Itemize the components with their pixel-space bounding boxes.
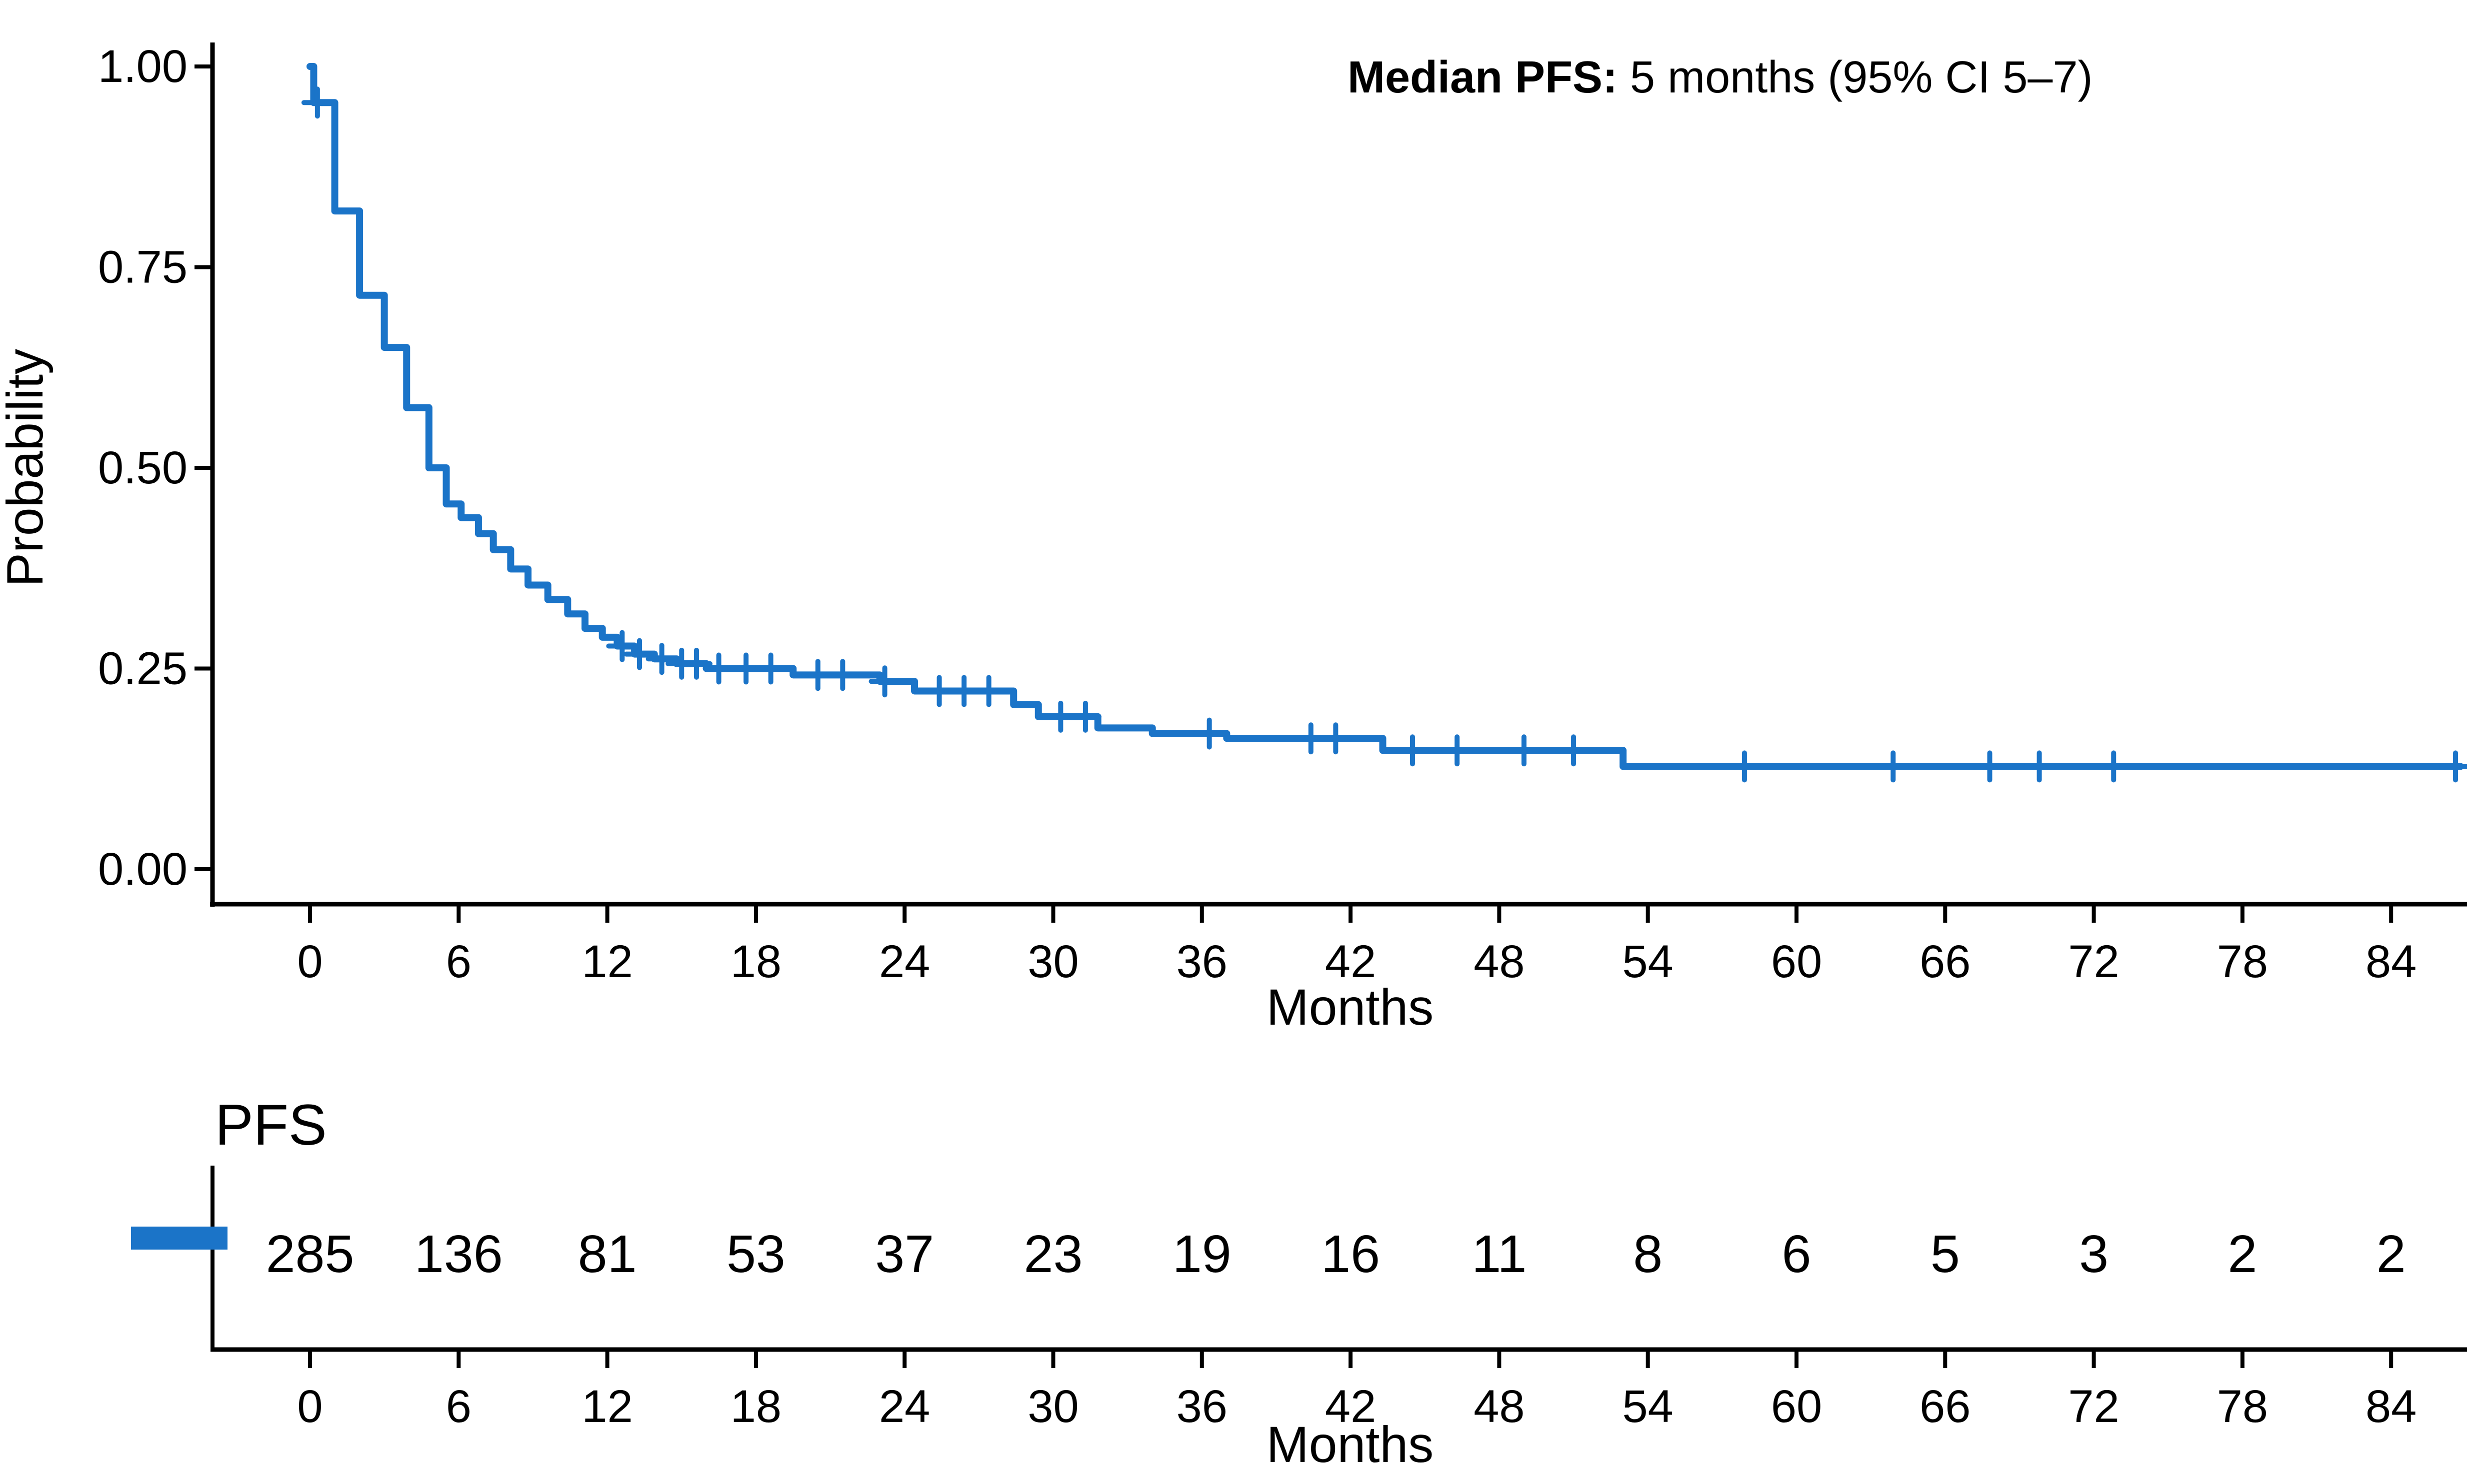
- x-axis-title-risk: Months: [1266, 1416, 1434, 1473]
- risk-count: 6: [1782, 1225, 1812, 1284]
- risk-table-counts: 285 136 81 53 37 23 19 16 11 8 6 5 3 2 2: [266, 1225, 2406, 1284]
- risk-count: 16: [1321, 1225, 1380, 1284]
- x-tick-label: 6: [446, 936, 472, 987]
- x-tick-label: 48: [1474, 936, 1524, 987]
- risk-count: 3: [2079, 1225, 2108, 1284]
- x-tick-label: 30: [1028, 936, 1078, 987]
- risk-x-tick-label: 6: [446, 1381, 472, 1432]
- median-annotation: Median PFS: 5 months (95% CI 5–7): [1348, 52, 2093, 102]
- y-axis-title: Probability: [0, 349, 54, 587]
- risk-count: 53: [726, 1225, 786, 1284]
- risk-count: 11: [1472, 1225, 1526, 1284]
- main-axes: 0.00 0.25 0.50 0.75 1.00 0 6 12 18 24 30 36 42 48 54 60…: [98, 41, 2467, 987]
- risk-count: 23: [1024, 1225, 1083, 1284]
- x-axis-title-main: Months: [1266, 979, 1434, 1036]
- y-tick-label: 1.00: [98, 41, 188, 92]
- risk-x-tick-label: 12: [582, 1381, 632, 1432]
- risk-x-tick-label: 72: [2068, 1381, 2119, 1432]
- risk-x-tick-label: 84: [2366, 1381, 2416, 1432]
- x-tick-label: 54: [1622, 936, 1674, 987]
- risk-x-tick-label: 30: [1028, 1381, 1078, 1432]
- risk-count: 37: [875, 1225, 934, 1284]
- x-tick-label: 12: [582, 936, 632, 987]
- risk-x-tick-label: 60: [1771, 1381, 1822, 1432]
- risk-x-tick-label: 0: [297, 1381, 322, 1432]
- risk-x-tick-label: 18: [730, 1381, 782, 1432]
- y-tick-label: 0.75: [98, 242, 188, 293]
- risk-count: 285: [266, 1225, 354, 1284]
- x-tick-label: 18: [730, 936, 782, 987]
- risk-x-tick-label: 66: [1920, 1381, 1970, 1432]
- risk-count: 2: [2228, 1225, 2257, 1284]
- risk-x-tick-label: 36: [1176, 1381, 1228, 1432]
- risk-count: 8: [1633, 1225, 1662, 1284]
- risk-table-axes: 0 6 12 18 24 30 36 42 48 54 60 66 72 78 84: [210, 1166, 2467, 1432]
- x-tick-label: 0: [297, 936, 322, 987]
- risk-x-tick-label: 48: [1474, 1381, 1524, 1432]
- x-tick-label: 78: [2217, 936, 2268, 987]
- risk-x-tick-label: 54: [1622, 1381, 1674, 1432]
- pfs-legend-swatch: [131, 1227, 228, 1250]
- y-tick-label: 0.50: [98, 442, 188, 493]
- risk-x-tick-label: 78: [2217, 1381, 2268, 1432]
- x-tick-label: 84: [2366, 936, 2416, 987]
- median-annotation-value: 5 months (95% CI 5–7): [1618, 52, 2092, 102]
- km-curve-layer: [301, 63, 2467, 783]
- km-curve-path: [306, 63, 2464, 770]
- x-tick-label: 24: [879, 936, 930, 987]
- risk-table-title: PFS: [215, 1093, 327, 1157]
- x-tick-label: 72: [2068, 936, 2119, 987]
- x-tick-label: 36: [1176, 936, 1228, 987]
- median-annotation-label: Median PFS:: [1348, 52, 1618, 102]
- x-tick-label: 66: [1920, 936, 1970, 987]
- risk-x-tick-label: 42: [1325, 1381, 1376, 1432]
- risk-count: 81: [578, 1225, 637, 1284]
- risk-count: 19: [1172, 1225, 1232, 1284]
- risk-count: 2: [2376, 1225, 2406, 1284]
- x-tick-label: 60: [1771, 936, 1822, 987]
- y-tick-label: 0.00: [98, 844, 188, 895]
- risk-x-tick-label: 24: [879, 1381, 930, 1432]
- risk-count: 136: [414, 1225, 503, 1284]
- y-tick-label: 0.25: [98, 643, 188, 694]
- risk-count: 5: [1930, 1225, 1960, 1284]
- x-tick-label: 42: [1325, 936, 1376, 987]
